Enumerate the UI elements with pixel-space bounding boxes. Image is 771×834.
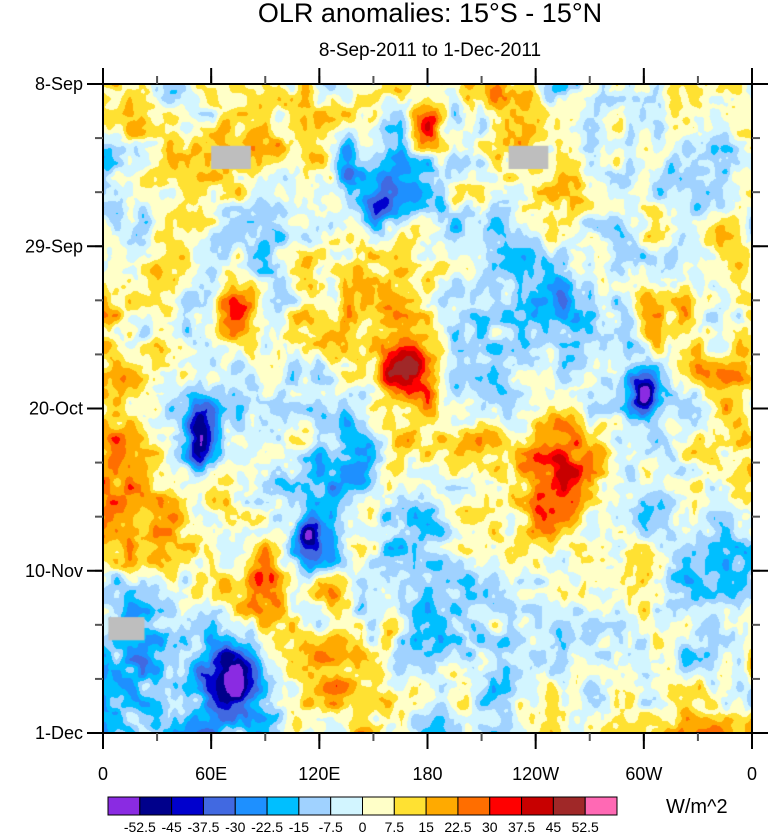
colorbar-label: 30 xyxy=(482,819,498,834)
colorbar-units: W/m^2 xyxy=(666,796,728,818)
colorbar-label: -45 xyxy=(162,819,182,834)
colorbar-swatch xyxy=(171,796,204,816)
colorbar-swatch xyxy=(266,796,300,816)
olr-anomaly-field xyxy=(103,84,752,733)
colorbar-swatch xyxy=(107,796,141,816)
colorbar-swatch xyxy=(330,796,363,816)
colorbar-swatch xyxy=(139,796,173,816)
chart-title: OLR anomalies: 15°S - 15°N xyxy=(257,0,603,28)
colorbar-label: 52.5 xyxy=(572,819,599,834)
colorbar-label: 0 xyxy=(359,819,367,834)
colorbar-swatch xyxy=(425,796,459,816)
x-tick-label: 0 xyxy=(98,764,108,784)
colorbar-label: 22.5 xyxy=(444,819,471,834)
colorbar-label: -22.5 xyxy=(251,819,283,834)
y-tick-label: 1-Dec xyxy=(35,723,83,743)
colorbar-swatch xyxy=(457,796,491,816)
plot-frame xyxy=(102,83,753,734)
colorbar-label: 45 xyxy=(546,819,562,834)
colorbar-swatch xyxy=(393,796,427,816)
colorbar-swatch xyxy=(489,796,523,816)
colorbar-label: -52.5 xyxy=(124,819,156,834)
chart-subtitle: 8-Sep-2011 to 1-Dec-2011 xyxy=(318,40,542,61)
colorbar-label: -30 xyxy=(225,819,245,834)
colorbar-swatch xyxy=(584,796,618,816)
x-tick-label: 120E xyxy=(298,764,340,784)
y-tick-label: 29-Sep xyxy=(25,236,83,256)
x-tick-label: 180 xyxy=(412,764,442,784)
colorbar-swatch xyxy=(202,796,236,816)
colorbar-label: -37.5 xyxy=(187,819,219,834)
colorbar-label: 15 xyxy=(418,819,434,834)
y-tick-label: 10-Nov xyxy=(25,561,83,581)
colorbar-label: -7.5 xyxy=(319,819,343,834)
colorbar-label: 7.5 xyxy=(385,819,405,834)
colorbar-swatch xyxy=(234,796,268,816)
x-tick-label: 60E xyxy=(195,764,227,784)
colorbar-swatch xyxy=(362,796,395,816)
y-tick-label: 20-Oct xyxy=(29,399,83,419)
x-tick-label: 120W xyxy=(512,764,559,784)
colorbar-swatch xyxy=(552,796,586,816)
colorbar-swatch xyxy=(521,796,554,816)
x-tick-label: 60W xyxy=(625,764,662,784)
colorbar-swatch xyxy=(298,796,332,816)
y-tick-label: 8-Sep xyxy=(35,74,83,94)
colorbar-label: 37.5 xyxy=(508,819,535,834)
colorbar-label: -15 xyxy=(289,819,309,834)
x-tick-label: 0 xyxy=(747,764,757,784)
